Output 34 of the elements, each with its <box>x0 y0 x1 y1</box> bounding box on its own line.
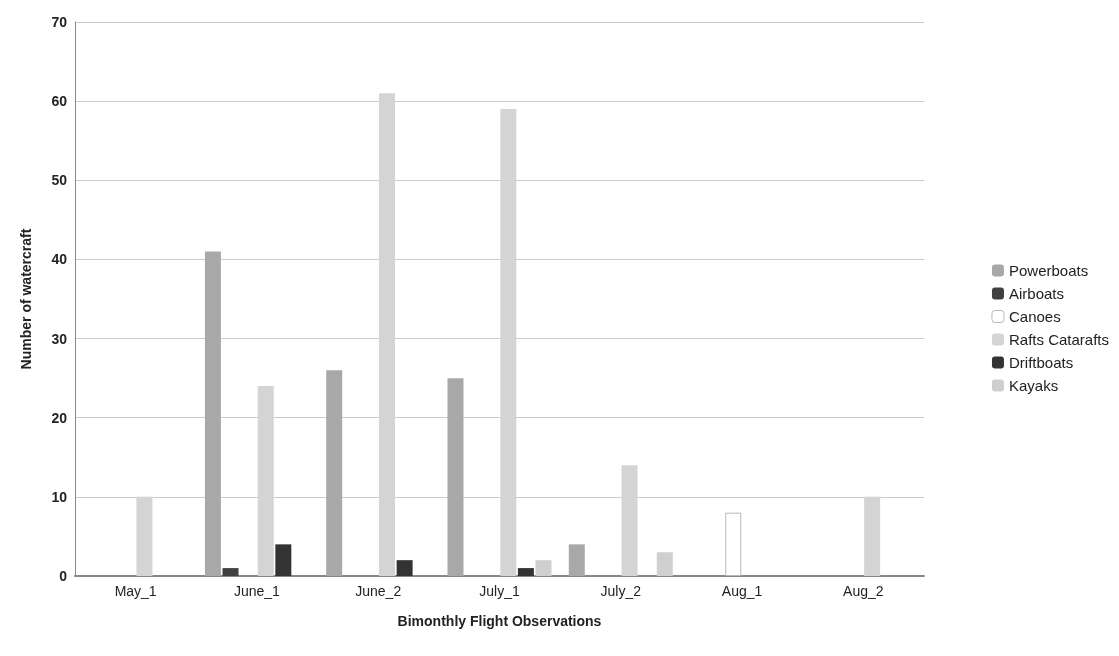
bar <box>204 251 221 576</box>
legend-label: Powerboats <box>1008 262 1089 279</box>
y-axis-title: Number of watercraft <box>18 228 34 370</box>
x-axis-title: Bimonthly Flight Observations <box>397 613 602 629</box>
y-tick-label: 50 <box>51 172 68 189</box>
y-tick-label: 40 <box>51 251 68 268</box>
bar <box>275 544 292 576</box>
y-tick-label: 20 <box>51 409 68 426</box>
bar <box>535 560 552 576</box>
x-tick-label: June_2 <box>355 583 402 599</box>
legend-label: Rafts Catarafts <box>1008 331 1110 348</box>
legend-label: Airboats <box>1008 285 1064 302</box>
y-tick-label: 60 <box>51 93 68 110</box>
bar <box>447 378 464 576</box>
y-tick-label: 30 <box>51 330 68 347</box>
bar <box>725 512 742 576</box>
bar <box>517 568 534 576</box>
legend-label: Driftboats <box>1008 354 1074 371</box>
legend-label: Kayaks <box>1008 377 1059 394</box>
legend-label: Canoes <box>1008 308 1061 325</box>
y-tick-label: 10 <box>51 488 68 505</box>
bar <box>326 370 343 576</box>
bar <box>222 568 239 576</box>
x-tick-label: Aug_1 <box>721 583 763 599</box>
bar <box>568 544 585 576</box>
x-tick-label: Aug_2 <box>843 583 884 599</box>
x-tick-label: June_1 <box>233 583 281 599</box>
x-tick-label: July_2 <box>600 583 642 599</box>
y-tick-label: 70 <box>51 14 68 30</box>
bar <box>396 560 413 576</box>
x-tick-label: May_1 <box>114 583 157 599</box>
bar <box>656 552 673 576</box>
x-tick-label: July_1 <box>479 583 520 599</box>
y-tick-label: 0 <box>59 568 68 584</box>
